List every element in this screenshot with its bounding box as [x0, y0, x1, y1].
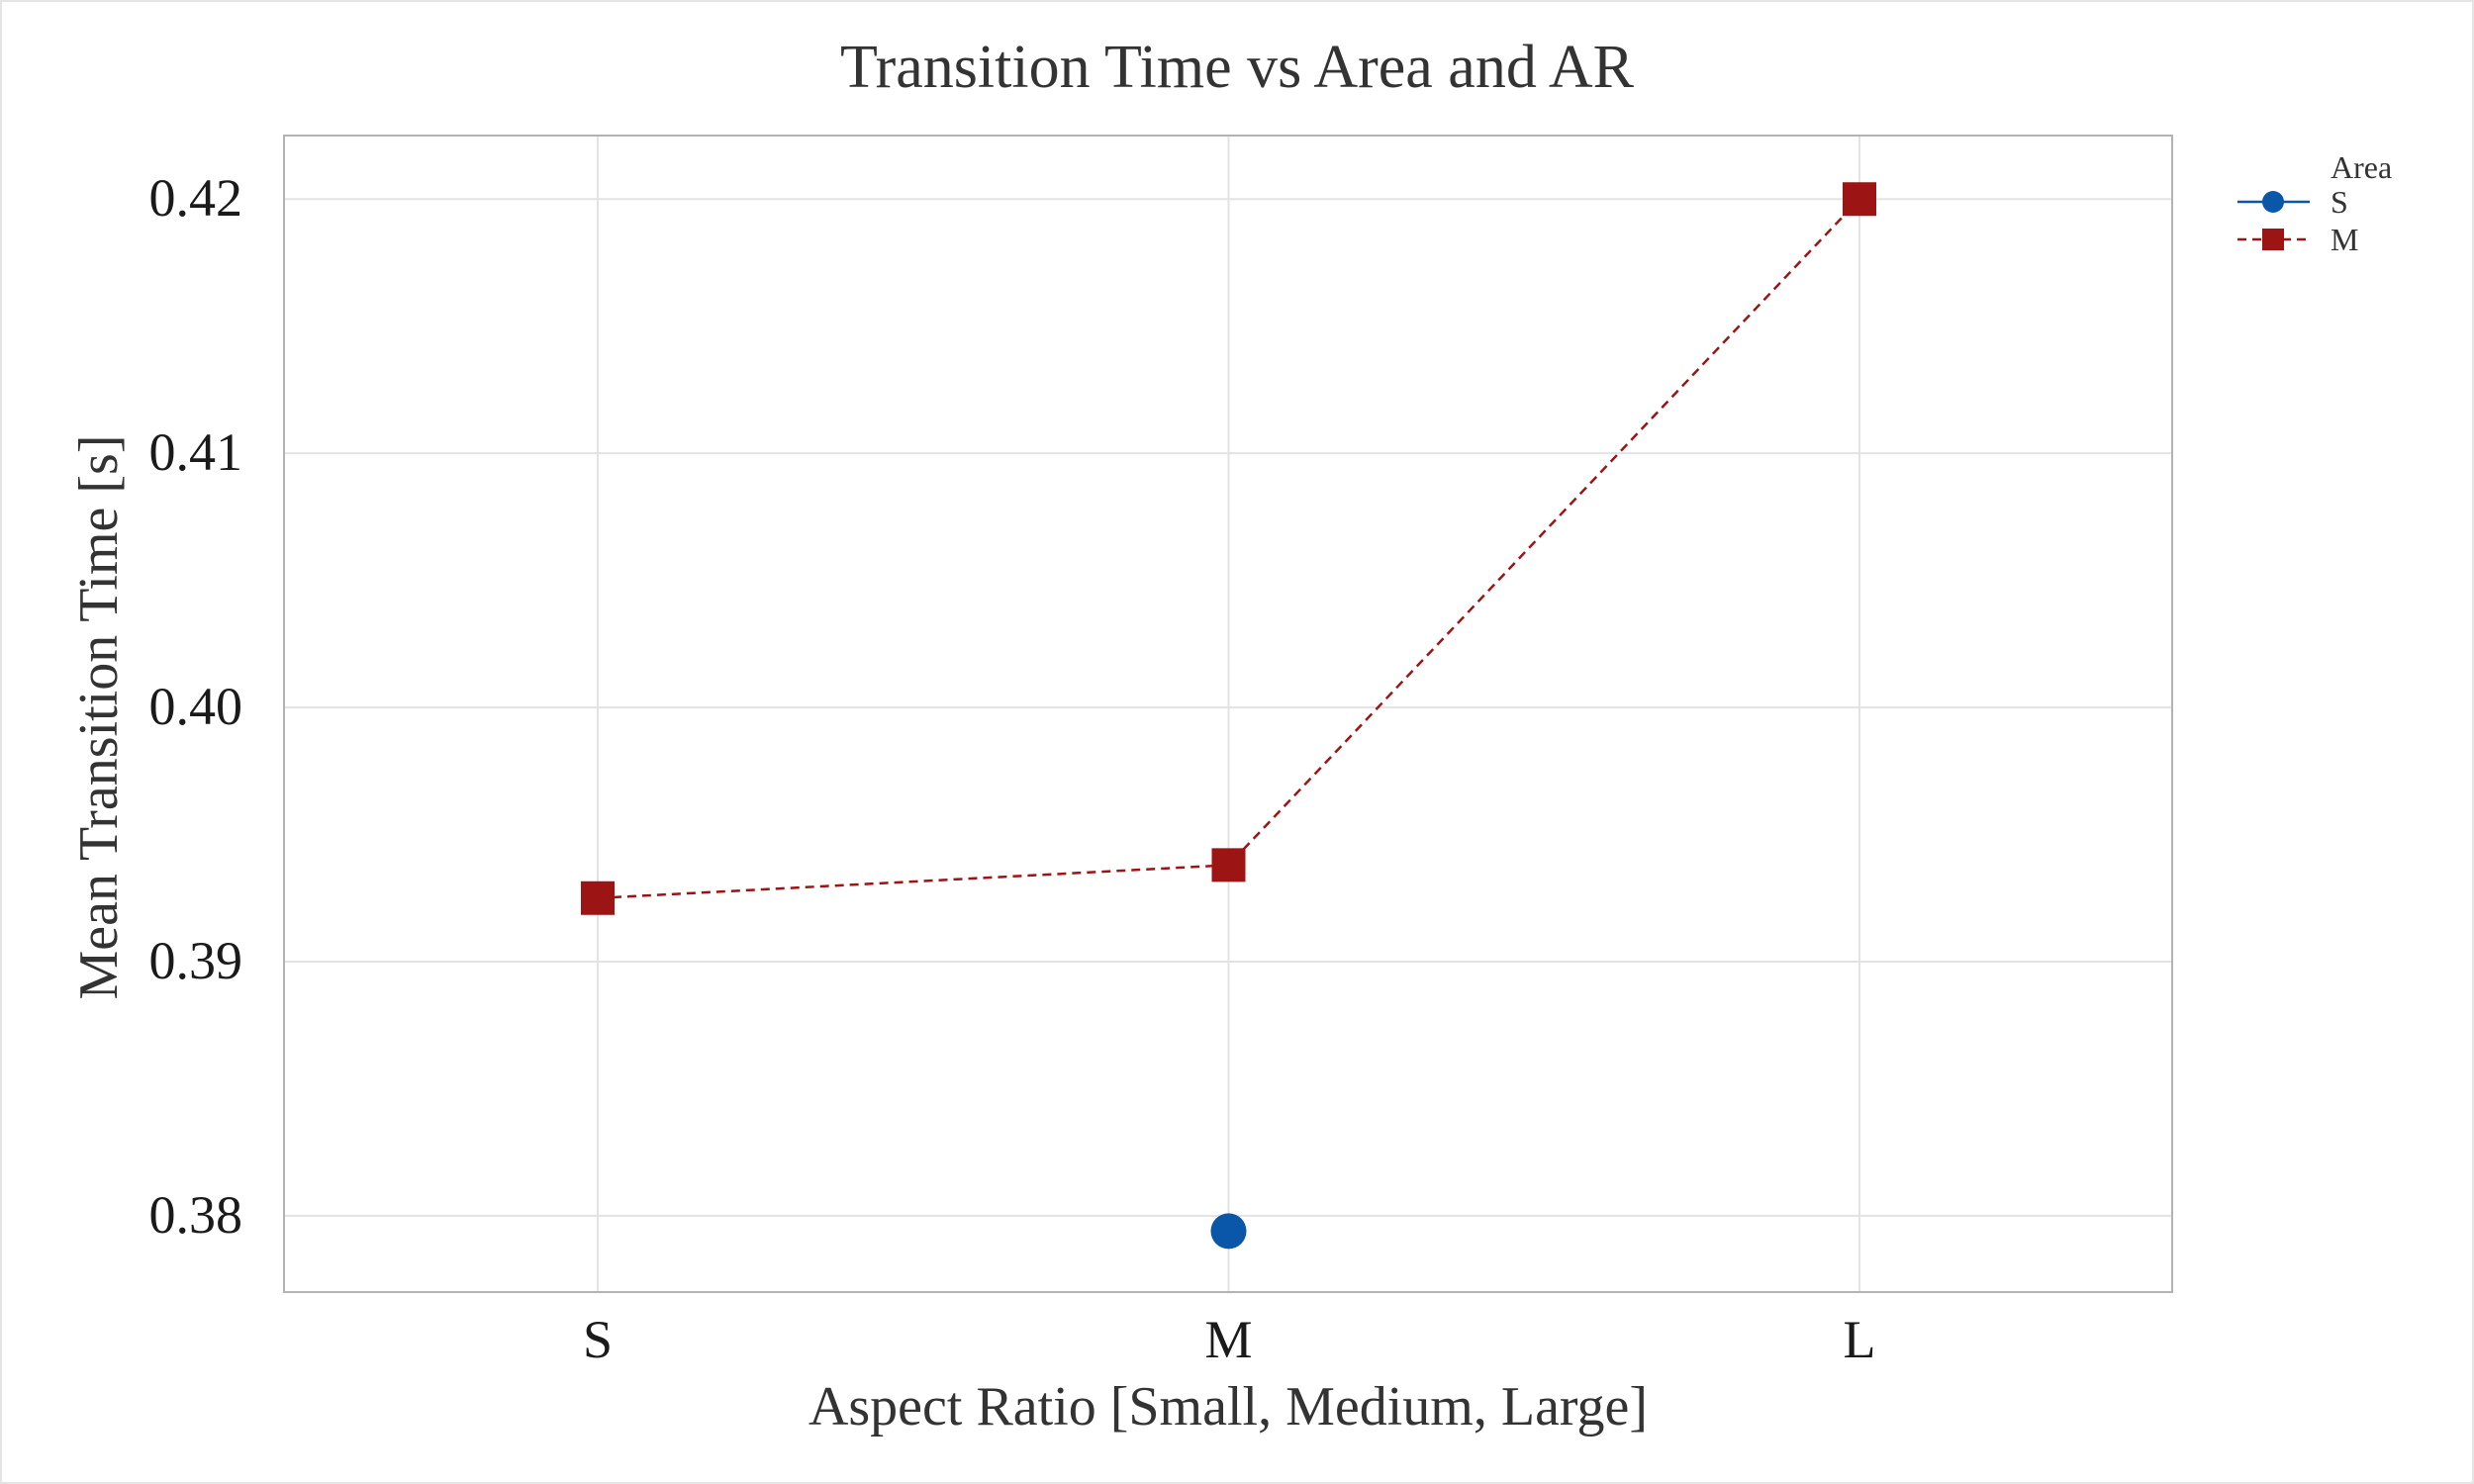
series-S: [1210, 1213, 1247, 1250]
series-layer: [581, 182, 1876, 1250]
y-tick-label: 0.39: [149, 931, 243, 990]
y-tick-label: 0.42: [149, 168, 243, 228]
data-point: [1843, 182, 1876, 217]
data-point: [1211, 848, 1246, 882]
x-tick-label: M: [1204, 1310, 1252, 1369]
x-axis-label: Aspect Ratio [Small, Medium, Large]: [809, 1376, 1648, 1438]
legend-label: S: [2331, 184, 2348, 220]
legend: Area SM: [2237, 149, 2392, 257]
legend-title: Area: [2331, 149, 2392, 185]
legend-item: S: [2237, 184, 2348, 220]
y-tick-label: 0.38: [149, 1185, 243, 1245]
x-tick-label: L: [1844, 1310, 1876, 1369]
chart-title: Transition Time vs Area and AR: [840, 34, 1635, 101]
legend-marker: [2262, 191, 2284, 213]
y-axis-ticks: 0.38 0.39 0.40 0.41 0.42: [149, 168, 243, 1245]
legend-label: M: [2331, 222, 2358, 257]
plot-border: [283, 135, 2173, 1293]
legend-item: M: [2237, 222, 2358, 257]
y-axis-label: Mean Transition Time [s]: [68, 435, 130, 1000]
x-tick-label: S: [583, 1310, 613, 1369]
y-tick-label: 0.40: [149, 677, 243, 736]
data-point: [1210, 1213, 1247, 1250]
series-M: [581, 182, 1876, 915]
grid: [284, 136, 2172, 1292]
legend-marker: [2262, 229, 2284, 250]
data-point: [581, 881, 615, 915]
y-tick-label: 0.41: [149, 422, 243, 482]
